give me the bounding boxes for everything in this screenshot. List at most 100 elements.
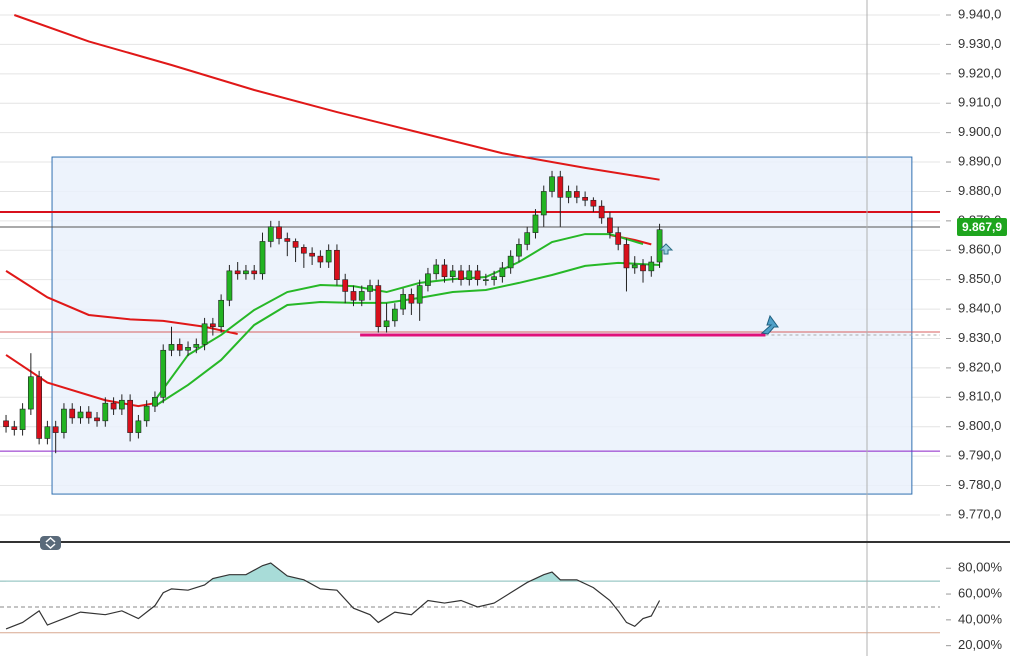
candle-body [615,232,622,245]
candle-body [85,411,92,419]
candle-body [416,285,423,304]
candle-body [193,344,200,348]
y-tick-label: 60,00% [958,585,1003,600]
candle-body [27,376,34,410]
candle-body [251,270,258,275]
candle-body [300,247,307,254]
candle-body [648,261,655,272]
y-tick-label: 9.810,0 [958,389,1001,404]
candle-body [325,249,332,263]
y-tick-label: 9.830,0 [958,330,1001,345]
last-price-label: 9.867,9 [962,220,1002,234]
candle-body [367,285,373,292]
candle-body [19,408,26,430]
candle-body [590,199,597,207]
candle-body [408,294,415,304]
signal-arrow[interactable] [658,243,674,255]
candle-body [350,291,357,301]
candle-body [317,255,324,263]
y-tick-label: 9.820,0 [958,359,1001,374]
candle-body [342,279,349,292]
y-tick-label: 9.900,0 [958,124,1001,139]
moving-average [154,233,644,401]
candle-body [474,270,481,280]
handle-icon [45,536,56,550]
value-axis: 9.940,0 9.930,0 9.920,0 9.910,0 9.900,0 9.890… [946,6,1007,652]
candle-body [69,408,76,419]
panel-resize-handle[interactable] [40,536,61,550]
candle-body [3,420,9,428]
candle-body [598,205,605,219]
price-panel [0,14,940,516]
range-box [51,156,913,495]
candle-body [607,217,613,233]
candle-body [276,226,282,239]
candle-body [449,270,456,278]
candle-body [499,267,506,278]
candle-body [557,176,564,198]
alert-arrow[interactable] [760,314,779,335]
candle-body [375,285,382,328]
candle-body [640,264,646,272]
candle-body [400,294,406,310]
candle-body [36,376,42,439]
y-tick-label: 9.850,0 [958,271,1001,286]
candle-body [532,214,539,233]
candle-body [218,299,224,328]
y-tick-label: 9.880,0 [958,183,1001,198]
candle-body [516,244,522,257]
candle-body [243,270,249,275]
y-tick-label: 9.890,0 [958,153,1001,168]
candle-body [143,405,150,422]
candle-body [176,344,183,351]
last-price-tag [957,218,1007,237]
candle-body [226,270,233,301]
candle-body [118,399,125,410]
candle-body [267,226,274,242]
candle-body [623,244,630,269]
candle-body [425,273,431,286]
candle-body [656,229,663,263]
moving-average [13,14,660,181]
candle-body [458,270,464,280]
handle[interactable] [40,536,61,550]
y-tick-label: 9.780,0 [958,477,1001,492]
candle-body [94,417,100,422]
y-tick-label: 9.790,0 [958,448,1001,463]
candle-body [127,399,133,433]
candle-body [524,232,531,245]
candle-body [433,264,440,275]
candle-body [573,191,580,198]
candle-body [292,241,299,248]
candle-body [391,308,398,322]
candle-body [284,238,291,242]
candle-body [631,264,638,269]
y-tick-label: 40,00% [958,611,1003,626]
candle-body [160,349,167,398]
y-tick-label: 9.840,0 [958,301,1001,316]
overbought-fill [209,563,580,582]
y-tick-label: 20,00% [958,637,1003,652]
candle-body [209,323,216,328]
candle-body [11,426,18,430]
candle-body [259,241,266,275]
y-tick-label: 9.910,0 [958,95,1001,110]
y-tick-label: 9.920,0 [958,65,1001,80]
candle-body [383,320,390,328]
candle-body [309,252,315,257]
candle-body [441,264,448,278]
candle-body [358,291,365,301]
candle-body [110,402,117,410]
y-tick-label: 9.800,0 [958,418,1001,433]
candle-body [582,197,588,201]
candle-body [185,347,191,351]
candle-body [549,176,555,192]
candle-body [540,191,547,216]
y-tick-label: 9.930,0 [958,36,1001,51]
candle-body [168,344,175,351]
candle-body [102,402,109,422]
candle-body [482,279,489,281]
candle-body [52,426,59,433]
candle-body [491,276,497,280]
